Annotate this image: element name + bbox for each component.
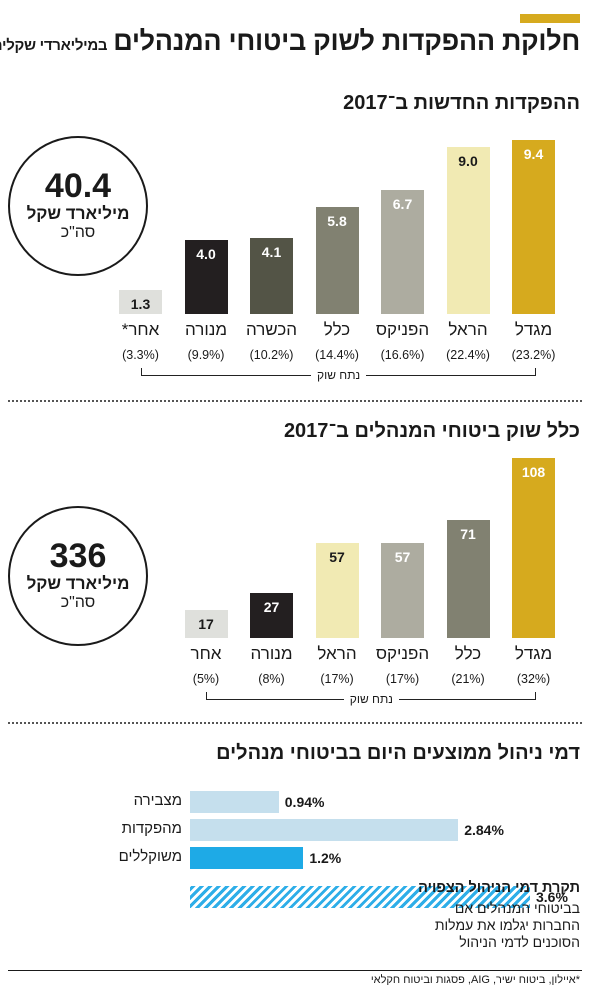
fee-category-label: משוקללים [118,848,182,865]
deposits-share-label: (22.4%) [446,348,490,362]
fee-bar [190,791,279,813]
market-bar-value: 27 [263,599,280,615]
deposits-bar [381,189,424,314]
market-total-value: 336 [49,537,107,575]
footer-rule [8,970,582,971]
deposits-title: ההפקדות החדשות ב־2017 [343,92,580,114]
deposits-bar [315,206,359,314]
market-bar-value: 57 [394,549,411,565]
deposits-bar-value: 4.0 [196,245,216,262]
fees-title: דמי ניהול ממוצעים היום בביטוחי מנהלים [216,742,580,764]
market-share-label: (32%) [516,672,551,686]
deposits-bar [512,140,555,314]
section-divider-1 [8,400,582,402]
deposits-bar-value: 6.7 [392,195,413,212]
deposits-total-value: 40.4 [44,167,112,205]
deposits-category-label: מנורה [184,320,228,339]
deposits-bar [119,289,162,314]
deposits-total-unit: מיליארד שקל [26,204,130,223]
fee-value-label: 3.6% [536,889,568,905]
market-share-label: (17%) [320,672,354,686]
market-share-label: (21%) [451,672,485,686]
market-category-label: אחר [190,644,222,663]
accent-line [520,14,580,23]
deposits-bar-value: 4.1 [261,244,282,261]
deposits-bar-value: 5.8 [327,212,347,229]
market-bar [250,593,293,638]
market-bar [184,609,228,638]
market-share-label: (5%) [192,672,220,686]
title-unit: במיליארדי שקלים [0,37,108,54]
fee-bar [190,819,459,841]
market-share-label: (8%) [258,672,285,686]
market-share-caption: נתח שוק [343,692,399,706]
page-title: חלוקת ההפקדות לשוק ביטוחי המנהלים במיליאר… [0,26,580,57]
market-bar-value: 108 [521,464,546,480]
deposits-share-label: (10.2%) [249,348,294,362]
market-category-label: הראל [317,644,357,663]
market-total-caption: סה"כ [60,594,96,611]
deposits-bar-value: 1.3 [130,295,151,312]
market-bar-value: 71 [460,525,476,542]
deposits-share-caption: נתח שוק [311,368,367,382]
deposits-share-label: (14.4%) [315,348,359,362]
deposits-category-label: הראל [448,320,488,339]
deposits-category-label: הפניקס [375,320,430,339]
deposits-category-label: כלל [323,320,351,339]
market-category-label: מנורה [250,644,293,663]
deposits-share-label: (9.9%) [187,348,225,362]
market-bar-value: 17 [198,615,214,632]
fee-category-label: מצבירה [133,792,182,809]
deposits-category-label: אחר* [121,320,160,339]
market-bar-value: 57 [329,549,345,565]
fee-value-label: 1.2% [309,850,342,866]
deposits-category-label: הכשרה [245,320,298,339]
market-total-unit: מיליארד שקל [26,574,130,593]
fee-bar [190,886,530,908]
footnote: *איילון, ביטוח ישיר, AIG, פסגות וביטוח ח… [370,974,580,986]
market-bar [381,543,424,638]
market-category-label: הפניקס [375,644,430,663]
deposits-bar [184,239,228,314]
market-bar [315,543,359,638]
market-category-label: כלל [454,644,482,663]
market-bar [512,458,555,638]
market-total-circle: 336 מיליארד שקל סה"כ [8,506,148,646]
expected-fee-title: תקרת דמי הניהול הצפויה [418,880,580,896]
deposits-bar [446,147,490,314]
fee-category-label: מהפקדות [121,820,182,837]
market-share-label: (17%) [385,672,420,686]
deposits-total-caption: סה"כ [60,224,96,241]
deposits-total-circle: 40.4 מיליארד שקל סה"כ [8,136,148,276]
expected-fee-description: בביטוחי המנהלים אם החברות יגלמו את עמלות… [434,900,580,950]
fee-value-label: 0.94% [284,794,325,810]
deposits-share-label: (23.2%) [511,348,556,362]
fee-value-label: 2.84% [464,822,504,838]
deposits-bar-value: 9.0 [458,153,478,170]
deposits-share-label: (3.3%) [122,348,159,362]
deposits-share-label: (16.6%) [380,348,425,362]
fee-bar [190,847,304,869]
title-text: חלוקת ההפקדות לשוק ביטוחי המנהלים [113,26,580,56]
market-category-label: מגדל [514,644,553,663]
deposits-bar-value: 9.4 [523,146,544,162]
deposits-category-label: מגדל [514,320,553,339]
market-bar [446,519,490,638]
market-title: כלל שוק ביטוחי המנהלים ב־2017 [283,420,580,442]
deposits-bar [250,238,293,314]
section-divider-2 [8,722,582,724]
